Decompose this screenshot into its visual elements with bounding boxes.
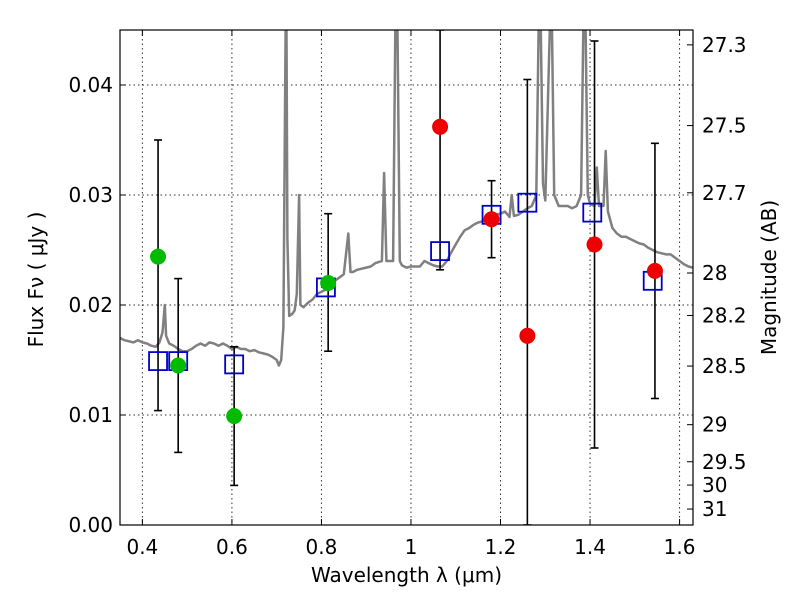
red-data-point bbox=[432, 118, 449, 135]
red-data-point bbox=[483, 211, 500, 228]
plot-frame bbox=[119, 29, 694, 526]
red-data-point bbox=[646, 262, 663, 279]
right-tick-label: 27.7 bbox=[702, 181, 747, 205]
red-data-point bbox=[519, 327, 536, 344]
y-tick-label: 0.01 bbox=[68, 403, 113, 427]
green-data-point bbox=[170, 357, 187, 374]
y-tick-label: 0.02 bbox=[68, 293, 113, 317]
x-tick-label: 1 bbox=[405, 535, 418, 559]
model-square-point bbox=[224, 354, 245, 375]
grid bbox=[120, 30, 693, 526]
y-tick-label: 0.03 bbox=[68, 183, 113, 207]
axes-ticks: 0.4 0.6 0.8 1 1.2 1.4 1.6 0.00 0.01 0.02 0.03 0.04 2… bbox=[68, 30, 747, 559]
green-data-point bbox=[320, 275, 337, 291]
y-axis-label: Flux Fν ( μJy ) bbox=[24, 212, 48, 348]
right-tick-label: 27.5 bbox=[702, 114, 747, 138]
green-data-point bbox=[150, 248, 167, 265]
right-tick-label: 28 bbox=[702, 261, 727, 285]
x-tick-label: 0.6 bbox=[216, 535, 248, 559]
right-tick-label: 27.3 bbox=[702, 33, 747, 57]
green-data-point bbox=[226, 408, 243, 425]
model-square-point bbox=[582, 202, 603, 223]
right-tick-label: 29 bbox=[702, 413, 727, 437]
spectrum-line bbox=[120, 30, 693, 367]
x-tick-label: 0.8 bbox=[306, 535, 338, 559]
right-tick-label: 28.2 bbox=[702, 303, 747, 327]
red-data-point bbox=[586, 236, 603, 253]
right-tick-label: 29.5 bbox=[702, 450, 747, 474]
y-tick-label: 0.04 bbox=[68, 73, 113, 97]
right-tick-label: 31 bbox=[702, 497, 727, 521]
x-tick-label: 1.2 bbox=[485, 535, 517, 559]
y-tick-label: 0.00 bbox=[68, 513, 113, 537]
model-square-point bbox=[148, 351, 168, 372]
right-tick-label: 30 bbox=[702, 473, 727, 497]
plot-area bbox=[120, 30, 693, 525]
x-tick-label: 1.4 bbox=[574, 535, 606, 559]
x-tick-label: 0.4 bbox=[126, 535, 158, 559]
x-axis-label: Wavelength λ (μm) bbox=[311, 563, 502, 587]
right-axis-label: Magnitude (AB) bbox=[757, 200, 781, 355]
model-square-point bbox=[430, 241, 450, 262]
model-square-point bbox=[517, 192, 538, 213]
right-tick-label: 28.5 bbox=[702, 354, 747, 378]
x-tick-label: 1.6 bbox=[664, 535, 696, 559]
